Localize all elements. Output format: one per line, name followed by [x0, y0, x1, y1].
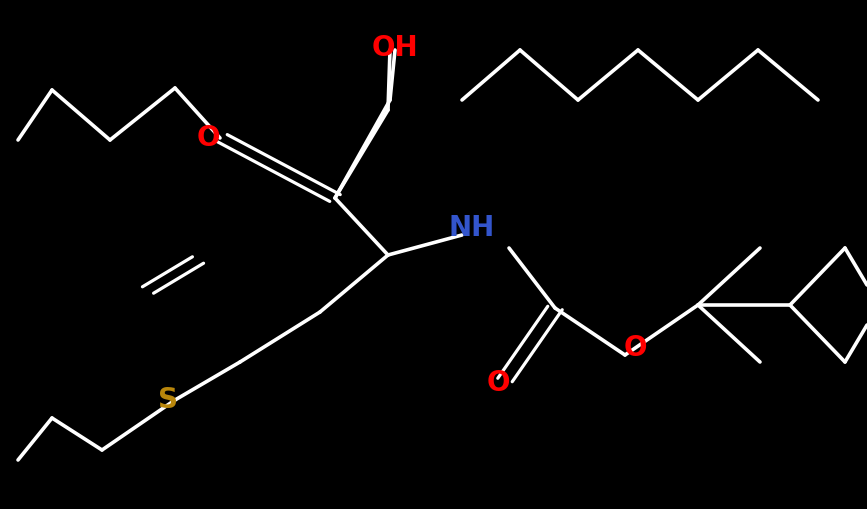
Text: O: O	[623, 334, 647, 362]
Text: S: S	[158, 386, 178, 414]
Text: NH: NH	[449, 214, 495, 242]
Text: OH: OH	[372, 34, 418, 62]
Text: O: O	[196, 124, 219, 152]
Text: O: O	[486, 369, 510, 397]
